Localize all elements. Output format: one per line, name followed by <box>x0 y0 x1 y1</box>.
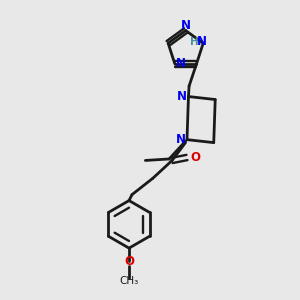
Text: H: H <box>190 37 199 47</box>
Text: N: N <box>176 57 186 70</box>
Text: O: O <box>124 255 134 268</box>
Text: CH₃: CH₃ <box>119 276 139 286</box>
Text: N: N <box>176 133 185 146</box>
Text: N: N <box>197 35 207 48</box>
Text: N: N <box>177 90 187 103</box>
Text: O: O <box>190 151 200 164</box>
Text: N: N <box>181 19 191 32</box>
